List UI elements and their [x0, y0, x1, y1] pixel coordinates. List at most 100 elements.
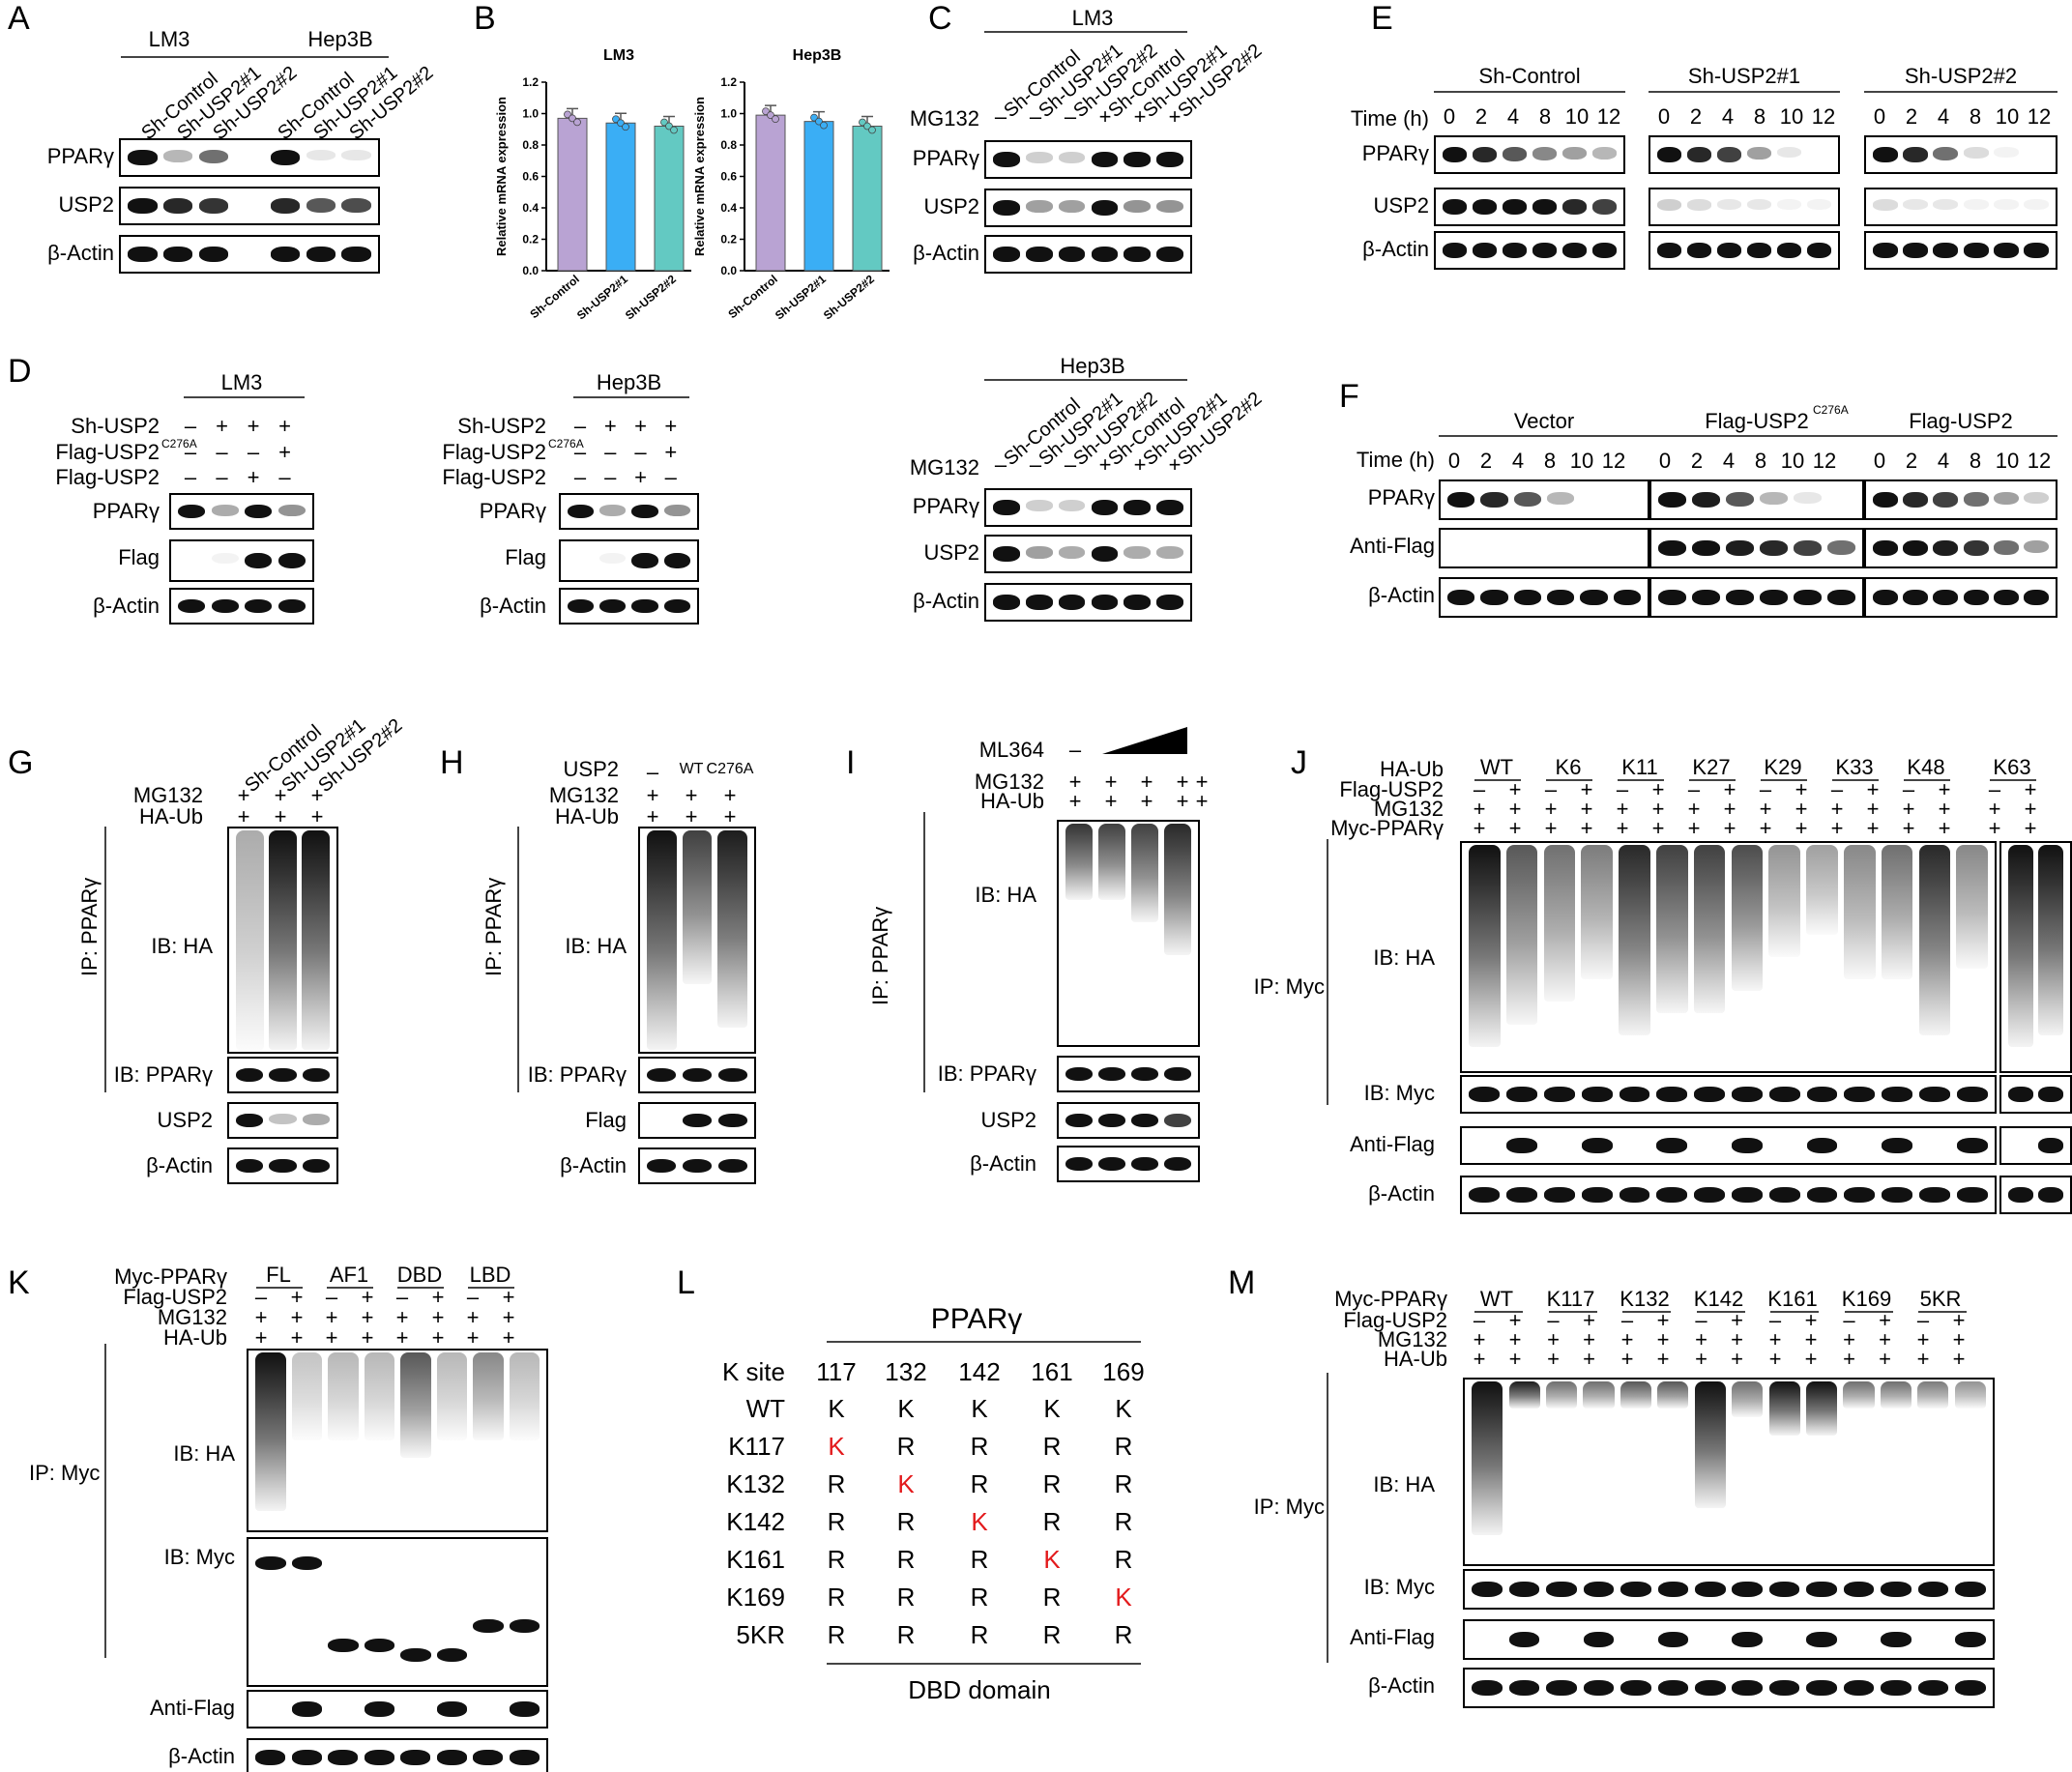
site-cell: K: [897, 1469, 915, 1498]
site-cell: K: [1115, 1583, 1132, 1612]
sign: +: [1759, 816, 1772, 840]
label: Flag-USP2: [55, 465, 160, 489]
blot-band: [1581, 1138, 1613, 1153]
blot-band: [1091, 152, 1119, 167]
ubiquitin-smear: [473, 1352, 504, 1440]
sign: –: [216, 440, 228, 464]
sign: –: [1029, 104, 1042, 129]
blot-band: [270, 150, 300, 165]
blot-band: [1502, 147, 1528, 161]
underline: [1990, 779, 2036, 781]
ubiquitin-smear: [1097, 824, 1126, 901]
blot-band: [1716, 243, 1742, 258]
blot-band: [1156, 247, 1183, 262]
panel-letter: F: [1339, 378, 1359, 415]
ubiquitin-smear: [1768, 845, 1800, 957]
sign: +: [1098, 452, 1112, 477]
label: 0: [1873, 104, 1886, 129]
blot-box: [1463, 1668, 1995, 1708]
blot-band: [993, 247, 1020, 262]
ubiquitin-smear: [1130, 824, 1159, 923]
blot-band: [1164, 1066, 1191, 1082]
blot-band: [1746, 147, 1772, 160]
sign: +: [1695, 1347, 1707, 1371]
label: K142: [1693, 1287, 1744, 1311]
blot-band: [1532, 243, 1558, 258]
blot-band: [717, 1067, 747, 1083]
blot-band: [302, 1158, 330, 1174]
bracket-line: [923, 812, 925, 1092]
blot-band: [1547, 492, 1575, 505]
label: USP2: [157, 1108, 213, 1132]
label: β-Actin: [47, 241, 114, 265]
site-cell: K: [828, 1394, 845, 1423]
x-tick-label: Sh-Control: [725, 273, 779, 322]
blot-band: [1843, 1680, 1875, 1696]
underline: [121, 56, 266, 58]
blot-band: [199, 150, 229, 164]
sign: +: [310, 783, 324, 807]
label: PPARγ: [479, 499, 546, 523]
blot-band: [2038, 1187, 2064, 1203]
sign: +: [274, 783, 287, 807]
blot-band: [1933, 492, 1959, 508]
underline: [184, 396, 305, 398]
blot-band: [1591, 199, 1618, 215]
blot-band: [509, 1750, 540, 1765]
blot-box: [1649, 188, 1840, 226]
blot-band: [1732, 1680, 1763, 1696]
ubiquitin-smear: [1657, 1381, 1689, 1409]
sign: +: [1759, 797, 1772, 821]
label: 10: [1564, 104, 1590, 129]
label: HA-Ub: [1383, 1347, 1447, 1371]
sign: +: [1473, 1347, 1486, 1371]
sign: +: [1731, 1347, 1743, 1371]
blot-band: [1695, 1680, 1726, 1696]
ip-label: IP: PPARγ: [868, 906, 892, 1005]
blot-band: [1506, 1138, 1538, 1153]
sign: +: [1651, 797, 1665, 821]
sign: +: [1068, 789, 1082, 813]
label: 10: [1780, 449, 1805, 473]
blot-band: [236, 1158, 264, 1174]
blot-band: [1561, 147, 1588, 160]
blot-band: [567, 598, 595, 614]
blot-band: [1933, 590, 1959, 605]
blot-band: [306, 247, 336, 262]
label: Sh-USP2#2: [1904, 64, 2018, 88]
blot-band: [1903, 492, 1928, 508]
sign: +: [1656, 1347, 1670, 1371]
blot-band: [1544, 1087, 1575, 1102]
sign: +: [431, 1325, 445, 1350]
site-cell: R: [896, 1545, 916, 1574]
blot-band: [1620, 1680, 1651, 1696]
blot-band: [631, 598, 658, 614]
label: HA-Ub: [162, 1325, 227, 1350]
label: +: [1195, 770, 1209, 794]
sign: +: [1952, 1327, 1966, 1351]
blot-band: [1994, 590, 2019, 605]
blot-band: [1872, 243, 1898, 258]
blot-band: [1716, 199, 1742, 211]
blot-band: [1442, 199, 1468, 215]
label: Anti-Flag: [149, 1696, 235, 1720]
blot-box: [119, 138, 380, 177]
site-cell: R: [1042, 1583, 1062, 1612]
blot-band: [1963, 540, 1989, 556]
site-cell: R: [1042, 1469, 1062, 1498]
blot-band: [1091, 595, 1119, 610]
blot-band: [1963, 492, 1989, 507]
label: K11: [1621, 755, 1658, 779]
sign: –: [994, 104, 1007, 129]
sign: +: [1656, 1308, 1670, 1332]
label: USP2: [58, 192, 114, 217]
blot-box: [1463, 1619, 1995, 1660]
label: IP: Myc: [29, 1461, 101, 1485]
blot-band: [306, 150, 336, 161]
blot-band: [1156, 595, 1183, 610]
label: Anti-Flag: [1349, 534, 1435, 558]
label: C276A: [706, 761, 754, 777]
blot-band: [1994, 199, 2019, 211]
blot-band: [178, 598, 206, 614]
blot-band: [1956, 1138, 1988, 1153]
